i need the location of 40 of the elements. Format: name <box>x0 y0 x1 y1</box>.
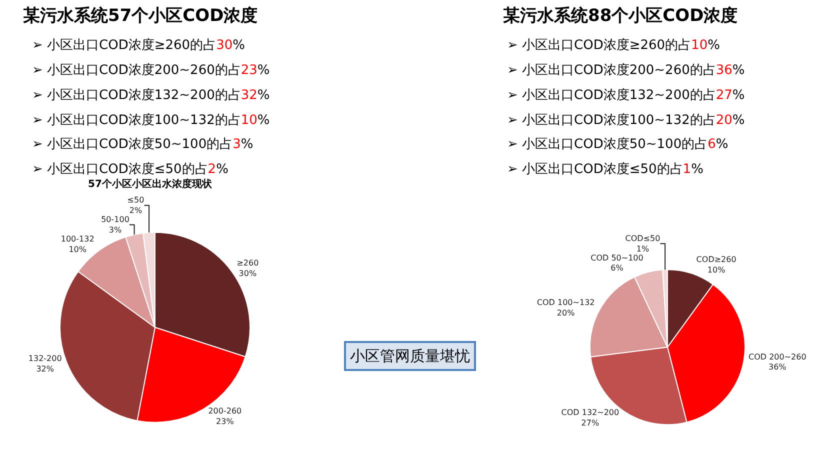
text: ➢ 小区出口COD浓度≥260的占30% <box>32 37 245 53</box>
text: ➢ 小区出口COD浓度≤50的占2% <box>32 161 228 177</box>
text: ➢ 小区出口COD浓度132~200的占27% <box>507 87 745 103</box>
slice-label: 200-260 <box>208 406 242 416</box>
text: ➢ 小区出口COD浓度100~132的占20% <box>507 112 745 128</box>
data-label: 36% <box>768 362 787 372</box>
text: ➢ 小区出口COD浓度50~100的占6% <box>507 136 728 152</box>
data-label: 6% <box>610 264 624 273</box>
slice-label: 50-100 <box>101 215 130 224</box>
slice-label: ≤50 <box>127 196 144 205</box>
chart-subtitle: 57个小区小区出水浓度现状 <box>88 178 213 190</box>
text: 小区管网质量堪忧 <box>350 347 470 365</box>
slice-label: ≥260 <box>236 258 259 268</box>
slice-label: COD 100~132 <box>536 298 595 307</box>
text: ➢ 小区出口COD浓度132~200的占32% <box>32 87 270 103</box>
text: ➢ 小区出口COD浓度200~260的占23% <box>32 62 270 78</box>
data-label: 1% <box>636 244 650 254</box>
data-label: 10% <box>68 244 87 254</box>
slice-label: COD 132~200 <box>561 408 620 418</box>
slice-label: COD 50~100 <box>590 253 644 262</box>
slice-label: COD≤50 <box>625 234 660 243</box>
text: ➢ 小区出口COD浓度200~260的占36% <box>507 62 745 78</box>
slice-label: COD 200~260 <box>748 352 806 362</box>
data-label: 23% <box>216 417 234 426</box>
data-label: 32% <box>36 364 54 374</box>
data-label: 3% <box>108 225 122 234</box>
data-label: 10% <box>707 265 726 274</box>
data-label: 27% <box>581 418 600 428</box>
data-label: 2% <box>129 206 142 216</box>
data-label: 20% <box>556 308 576 318</box>
slice-label: 100-132 <box>60 234 94 244</box>
text: ➢ 小区出口COD浓度50~100的占3% <box>32 136 254 152</box>
text: ➢ 小区出口COD浓度≤50的占1% <box>507 161 704 177</box>
text: ➢ 小区出口COD浓度100~132的占10% <box>32 112 270 128</box>
slice-label: 132-200 <box>28 354 62 363</box>
chart-title: 某污水系统88个小区COD浓度 <box>502 6 738 26</box>
chart-title: 某污水系统57个小区COD浓度 <box>22 6 258 26</box>
text: ➢ 小区出口COD浓度≥260的占10% <box>507 37 720 53</box>
slice-label: COD≥260 <box>696 254 736 264</box>
data-label: 30% <box>238 268 257 278</box>
